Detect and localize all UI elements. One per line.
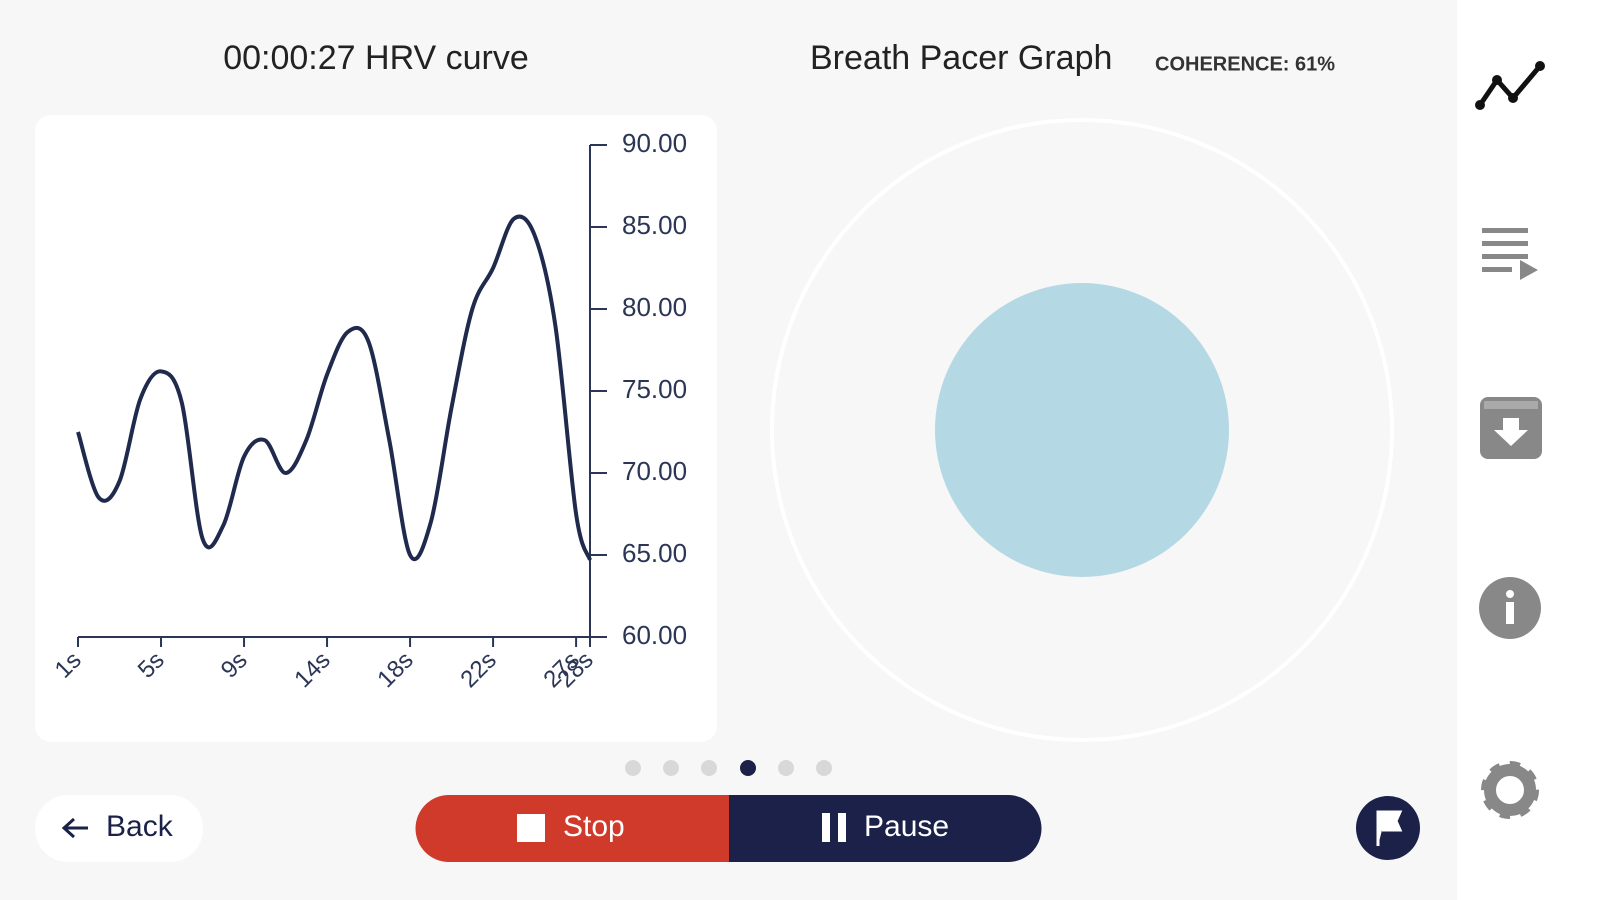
pacer-ring: [770, 118, 1394, 742]
y-tick-label: 85.00: [622, 210, 687, 240]
y-tick-label: 70.00: [622, 456, 687, 486]
pause-label: Pause: [864, 810, 949, 843]
back-bg: [35, 795, 203, 862]
gear-body: [1484, 764, 1536, 816]
pause-bg: [729, 795, 1042, 862]
page-dot[interactable]: [625, 760, 641, 776]
graph-icon-dot: [1475, 100, 1485, 110]
graph-tab[interactable]: [1475, 61, 1545, 110]
list-play: [1520, 260, 1538, 280]
graph-icon-dot: [1492, 75, 1502, 85]
y-tick-label: 60.00: [622, 620, 687, 650]
page-dot-active[interactable]: [740, 760, 756, 776]
playlist-tab[interactable]: [1482, 228, 1538, 280]
flag-icon: [1376, 810, 1403, 846]
page-dot[interactable]: [816, 760, 832, 776]
stop-button[interactable]: Stop: [415, 795, 730, 862]
stop-label: Stop: [563, 810, 625, 843]
page-dot[interactable]: [701, 760, 717, 776]
back-arrow: [61, 817, 88, 839]
info-bar: [1506, 602, 1514, 624]
list-line: [1482, 267, 1512, 272]
y-tick-label: 65.00: [622, 538, 687, 568]
list-line: [1482, 228, 1528, 233]
back-label: Back: [106, 810, 174, 843]
y-tick-label: 80.00: [622, 292, 687, 322]
pause-icon: [822, 813, 830, 842]
info-tab[interactable]: [1479, 577, 1541, 639]
download-tab[interactable]: [1480, 397, 1542, 459]
hrv-line: [76, 214, 592, 562]
back-button[interactable]: Back: [35, 795, 203, 862]
graph-icon: [1477, 64, 1542, 107]
pager: [625, 760, 832, 776]
hrv-title: 00:00:27 HRV curve: [223, 39, 529, 77]
pacer-title: Breath Pacer Graph: [810, 39, 1112, 77]
graph-icon-dot: [1535, 61, 1545, 71]
download-lid: [1484, 401, 1538, 409]
stop-icon: [517, 814, 545, 842]
pacer-circle: [935, 283, 1229, 577]
settings-tab[interactable]: [1481, 761, 1539, 819]
list-line: [1482, 254, 1528, 259]
pause-button[interactable]: Pause: [729, 795, 1042, 862]
y-tick-label: 75.00: [622, 374, 687, 404]
coherence: COHERENCE: 61%: [1155, 53, 1335, 75]
page-dot[interactable]: [778, 760, 794, 776]
graph-icon-dot: [1508, 93, 1518, 103]
y-tick-label: 90.00: [622, 128, 687, 158]
info-dot: [1506, 590, 1514, 598]
list-line: [1482, 241, 1528, 246]
download-arrow: [1494, 418, 1528, 446]
stop-bg: [415, 795, 729, 862]
page-dot[interactable]: [663, 760, 679, 776]
flag-button[interactable]: [1356, 796, 1420, 860]
chart-panel: [35, 115, 717, 742]
pause-icon: [838, 813, 846, 842]
